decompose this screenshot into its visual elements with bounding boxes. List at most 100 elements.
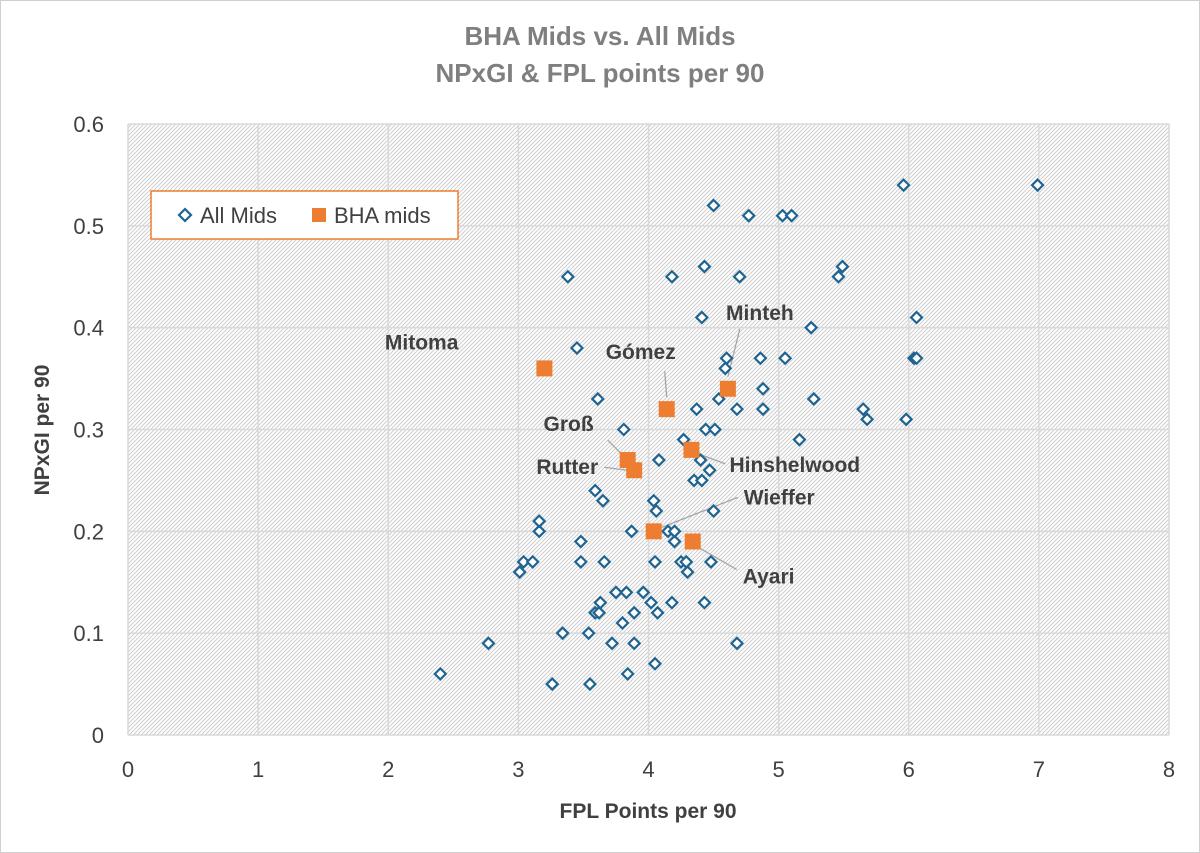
point-all-mids xyxy=(627,636,642,651)
point-all-mids xyxy=(646,493,661,508)
point-all-mids xyxy=(649,503,664,519)
point-all-mids xyxy=(573,554,588,569)
point-all-mids xyxy=(555,626,570,641)
legend-label-all-mids: All Mids xyxy=(200,203,277,228)
point-all-mids xyxy=(856,402,871,417)
point-bha-mids xyxy=(626,462,643,479)
callout-leader xyxy=(664,371,668,398)
point-all-mids xyxy=(689,402,704,417)
point-all-mids xyxy=(753,351,768,366)
y-tick-label: 0.2 xyxy=(73,519,104,544)
point-all-mids xyxy=(532,514,547,529)
y-axis-ticks: 0 0.1 0.2 0.3 0.4 0.5 0.6 xyxy=(73,112,104,748)
point-all-mids xyxy=(909,310,924,325)
x-tick-label: 6 xyxy=(903,757,915,782)
point-all-mids xyxy=(698,422,713,437)
point-all-mids xyxy=(619,585,634,600)
point-all-mids xyxy=(831,269,846,284)
point-all-mids xyxy=(697,259,712,274)
legend: All Mids BHA mids xyxy=(150,190,459,240)
point-all-mids xyxy=(650,605,665,620)
x-tick-label: 8 xyxy=(1163,757,1175,782)
point-all-mids xyxy=(718,361,733,376)
point-all-mids xyxy=(732,269,747,284)
point-all-mids xyxy=(792,432,807,447)
x-tick-label: 0 xyxy=(122,757,134,782)
point-all-mids xyxy=(667,534,682,549)
point-all-mids xyxy=(697,595,712,610)
point-all-mids xyxy=(835,259,850,274)
callout-leader xyxy=(698,546,738,571)
point-all-mids xyxy=(703,554,719,569)
point-bha-mids xyxy=(684,533,701,550)
point-all-mids xyxy=(516,554,531,569)
x-tick-label: 1 xyxy=(252,757,264,782)
point-all-mids xyxy=(481,636,496,651)
chart-title: BHA Mids vs. All Mids xyxy=(464,21,735,51)
legend-marker-all-mids xyxy=(177,207,193,223)
legend-box xyxy=(150,190,459,240)
point-all-mids xyxy=(636,585,651,600)
y-tick-label: 0.3 xyxy=(73,418,104,443)
point-all-mids xyxy=(512,565,527,580)
point-all-mids xyxy=(707,422,722,437)
point-all-mids xyxy=(651,452,666,468)
point-bha-mids xyxy=(658,401,675,418)
callout-label: Wieffer xyxy=(744,486,815,509)
point-all-mids xyxy=(569,340,584,356)
point-all-mids xyxy=(581,626,596,641)
point-all-mids xyxy=(545,677,560,692)
point-all-mids xyxy=(899,412,914,427)
point-bha-mids xyxy=(536,360,553,377)
point-all-mids xyxy=(778,351,793,366)
point-all-mids xyxy=(608,585,624,600)
callout-label: Minteh xyxy=(726,302,794,325)
point-bha-mids xyxy=(683,441,700,458)
point-all-mids xyxy=(595,493,611,508)
point-all-mids xyxy=(729,402,745,417)
point-all-mids xyxy=(647,656,663,671)
point-all-mids xyxy=(532,524,547,539)
callout-label: Ayari xyxy=(743,566,795,589)
y-tick-label: 0 xyxy=(92,723,104,748)
point-all-mids xyxy=(896,178,911,193)
point-all-mids xyxy=(702,463,717,478)
point-all-mids xyxy=(909,351,924,366)
callout-leaders xyxy=(604,328,741,571)
x-tick-label: 3 xyxy=(512,757,524,782)
y-tick-label: 0.1 xyxy=(73,621,104,646)
point-all-mids xyxy=(597,554,612,569)
x-tick-label: 4 xyxy=(642,757,654,782)
y-tick-label: 0.5 xyxy=(73,214,104,239)
point-all-mids xyxy=(680,565,695,580)
callout-leader xyxy=(661,496,738,528)
point-all-mids xyxy=(667,524,682,539)
callout-leader xyxy=(607,439,623,455)
x-axis-label: FPL Points per 90 xyxy=(560,800,737,823)
point-all-mids xyxy=(433,666,448,681)
point-all-mids xyxy=(590,391,605,407)
point-all-mids xyxy=(664,269,679,284)
point-all-mids xyxy=(806,391,821,407)
callout-label: Hinshelwood xyxy=(729,454,860,477)
point-all-mids xyxy=(755,381,771,396)
legend-label-bha-mids: BHA mids xyxy=(334,203,431,228)
point-all-mids xyxy=(706,503,721,519)
point-all-mids xyxy=(616,422,631,437)
point-all-mids xyxy=(582,677,597,692)
y-tick-label: 0.6 xyxy=(73,112,104,137)
point-all-mids xyxy=(804,320,819,335)
point-all-mids xyxy=(588,483,603,498)
callout-label: Gómez xyxy=(606,341,676,364)
point-all-mids xyxy=(784,208,799,223)
point-all-mids xyxy=(615,615,630,631)
callout-leader xyxy=(604,466,628,471)
point-all-mids xyxy=(560,269,575,284)
legend-marker-bha-mids xyxy=(312,208,326,222)
point-all-mids xyxy=(694,473,709,488)
point-all-mids xyxy=(1030,178,1045,193)
point-all-mids xyxy=(593,595,608,610)
series-all-mids xyxy=(433,178,1045,692)
callout-label: Groß xyxy=(544,413,594,436)
